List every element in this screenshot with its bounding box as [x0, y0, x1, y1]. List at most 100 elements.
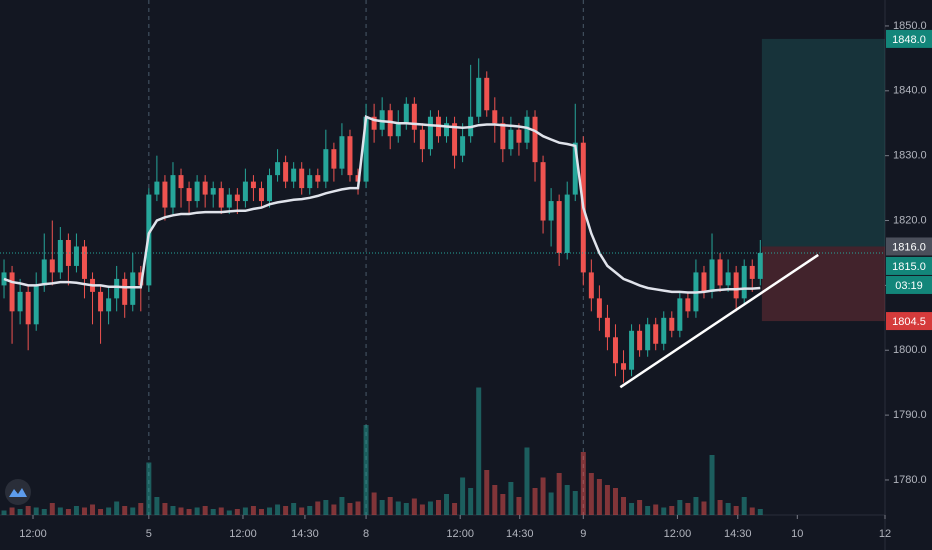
volume-bar — [339, 497, 345, 515]
volume-bar — [25, 506, 31, 515]
candle-body — [122, 278, 128, 305]
candle-body — [347, 136, 353, 176]
volume-bar — [548, 492, 554, 515]
candle-body — [363, 116, 369, 182]
entry-badge-label: 1816.0 — [892, 241, 926, 253]
countdown-badge — [886, 275, 932, 294]
candle-body — [709, 259, 715, 292]
candle-body — [130, 272, 136, 305]
volume-bar — [49, 503, 55, 515]
volume-bar — [653, 504, 659, 515]
candle-body — [307, 175, 313, 189]
candle-body — [154, 181, 160, 195]
volume-bar — [419, 504, 425, 515]
volume-bar — [524, 447, 530, 515]
volume-bar — [757, 509, 763, 515]
candle-body — [476, 77, 482, 117]
candle-body — [427, 116, 433, 150]
volume-bar — [138, 503, 144, 515]
volume-bar — [677, 500, 683, 515]
candle-body — [492, 110, 498, 124]
candle-body — [387, 110, 393, 137]
volume-bar — [588, 473, 594, 515]
candle-body — [33, 285, 39, 325]
candle-body — [452, 123, 458, 156]
candle-body — [106, 298, 112, 312]
y-tick-label: 1800.0 — [893, 344, 927, 356]
target-badge — [886, 29, 932, 48]
volume-bar — [258, 509, 264, 515]
candle-body — [604, 317, 610, 338]
y-tick-label: 1830.0 — [893, 150, 927, 162]
volume-bar — [9, 507, 15, 515]
candle-body — [749, 265, 755, 279]
volume-bar — [427, 501, 433, 515]
candle-body — [218, 188, 224, 208]
candle-body — [162, 181, 168, 208]
candle-body — [621, 363, 627, 370]
volume-bar — [194, 507, 200, 515]
candle-body — [669, 317, 675, 331]
volume-bar — [275, 504, 281, 515]
candle-body — [170, 175, 176, 208]
x-tick-label: 12 — [879, 528, 891, 540]
volume-bar — [299, 507, 305, 515]
volume-bar — [669, 506, 675, 515]
candle-body — [733, 272, 739, 299]
countdown-badge-label: 03:19 — [895, 280, 923, 292]
x-tick-label: 10 — [791, 528, 803, 540]
candle-body — [315, 175, 321, 182]
candle-body — [677, 298, 683, 331]
candle-body — [242, 181, 248, 202]
candle-body — [741, 265, 747, 299]
candle-body — [49, 259, 55, 273]
volume-bar — [460, 477, 466, 515]
volume-bar — [604, 485, 610, 515]
volume-bar — [661, 507, 667, 515]
volume-bar — [395, 501, 401, 515]
candle-body — [460, 136, 466, 156]
volume-bar — [122, 506, 128, 515]
candle-body — [371, 116, 377, 130]
volume-bar — [444, 494, 450, 515]
volume-bar — [403, 503, 409, 515]
candle-body — [202, 181, 208, 195]
volume-bar — [1, 510, 7, 515]
logo-icon — [9, 488, 27, 497]
volume-bar — [73, 506, 79, 515]
candle-body — [524, 116, 530, 143]
volume-bar — [33, 507, 39, 515]
x-tick-label: 12:00 — [19, 528, 47, 540]
candle-body — [637, 330, 643, 351]
entry-badge — [886, 237, 932, 256]
candle-body — [114, 278, 120, 299]
candle-body — [556, 201, 562, 253]
volume-bar — [41, 509, 47, 515]
volume-bar — [226, 510, 232, 515]
candle-body — [57, 239, 63, 273]
volume-bar — [725, 503, 731, 515]
volume-bar — [701, 501, 707, 515]
candle-body — [65, 239, 71, 266]
candle-body — [645, 324, 651, 351]
volume-bar — [267, 507, 273, 515]
candle-body — [291, 168, 297, 182]
candle-body — [339, 136, 345, 169]
candle-body — [299, 168, 305, 189]
stop-badge-label: 1804.5 — [892, 316, 926, 328]
volume-bar — [283, 506, 289, 515]
volume-bar — [81, 507, 87, 515]
volume-bar — [629, 503, 635, 515]
candle-body — [532, 116, 538, 163]
candle-body — [379, 110, 385, 130]
candle-body — [757, 252, 763, 279]
volume-bar — [347, 503, 353, 515]
candle-body — [717, 259, 723, 286]
candle-body — [9, 272, 15, 312]
volume-bar — [363, 425, 369, 515]
volume-bar — [540, 477, 546, 515]
volume-bar — [435, 500, 441, 515]
volume-bar — [17, 509, 23, 515]
candle-body — [661, 317, 667, 344]
